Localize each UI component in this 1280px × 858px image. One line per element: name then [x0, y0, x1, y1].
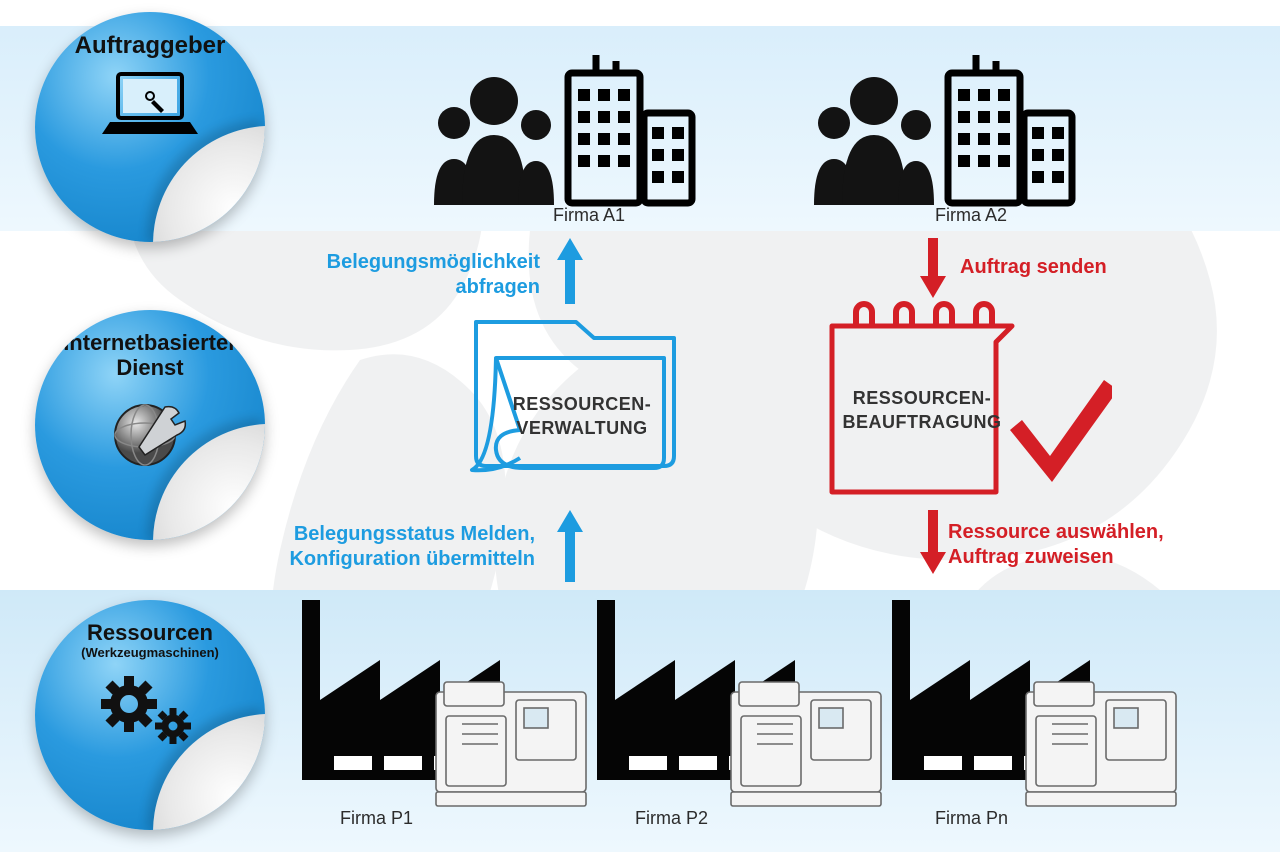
arrow-red-top	[918, 238, 948, 300]
badge-ressourcen-sub: (Werkzeugmaschinen)	[81, 645, 219, 660]
label-firma-a2: Firma A2	[935, 205, 1007, 226]
label-firma-pn: Firma Pn	[935, 808, 1008, 829]
flow-query-l2: abfragen	[456, 276, 540, 298]
company-a1-icon	[420, 55, 700, 210]
box-verwaltung: RESSOURCEN- VERWALTUNG	[452, 302, 712, 502]
gears-icon	[95, 664, 205, 759]
box-verwaltung-l2: VERWALTUNG	[516, 418, 647, 438]
badge-dienst-title1: Internetbasierter	[63, 330, 237, 355]
label-firma-p1: Firma P1	[340, 808, 413, 829]
badge-dienst: Internetbasierter Dienst	[35, 310, 265, 540]
badge-ressourcen-title: Ressourcen	[87, 620, 213, 645]
company-a2-icon	[800, 55, 1080, 210]
box-beauftragung: RESSOURCEN- BEAUFTRAGUNG	[812, 300, 1112, 510]
flow-report-l2: Konfiguration übermitteln	[289, 548, 535, 570]
badge-dienst-title2: Dienst	[116, 355, 183, 380]
box-verwaltung-l1: RESSOURCEN-	[513, 394, 652, 414]
laptop-icon	[100, 68, 200, 145]
flow-assign: Ressource auswählen, Auftrag zuweisen	[948, 520, 1164, 570]
label-firma-a1: Firma A1	[553, 205, 625, 226]
flow-report-l1: Belegungsstatus Melden,	[294, 523, 535, 545]
box-beauftragung-l2: BEAUFTRAGUNG	[843, 412, 1002, 432]
badge-auftraggeber: Auftraggeber	[35, 12, 265, 242]
flow-report: Belegungsstatus Melden, Konfiguration üb…	[255, 522, 535, 572]
flow-send-l1: Auftrag senden	[960, 256, 1107, 278]
badge-ressourcen: Ressourcen (Werkzeugmaschinen)	[35, 600, 265, 830]
flow-send: Auftrag senden	[960, 255, 1107, 280]
box-beauftragung-l1: RESSOURCEN-	[853, 388, 992, 408]
arrow-blue-top	[555, 238, 585, 308]
flow-query: Belegungsmöglichkeit abfragen	[290, 250, 540, 300]
flow-query-l1: Belegungsmöglichkeit	[327, 251, 540, 273]
machine-p1-icon	[432, 672, 592, 812]
flow-assign-l2: Auftrag zuweisen	[948, 546, 1114, 568]
machine-p2-icon	[727, 672, 887, 812]
arrow-blue-bottom	[555, 510, 585, 586]
machine-pn-icon	[1022, 672, 1182, 812]
badge-auftraggeber-title: Auftraggeber	[75, 32, 226, 60]
label-firma-p2: Firma P2	[635, 808, 708, 829]
arrow-red-bottom	[918, 510, 948, 576]
flow-assign-l1: Ressource auswählen,	[948, 521, 1164, 543]
